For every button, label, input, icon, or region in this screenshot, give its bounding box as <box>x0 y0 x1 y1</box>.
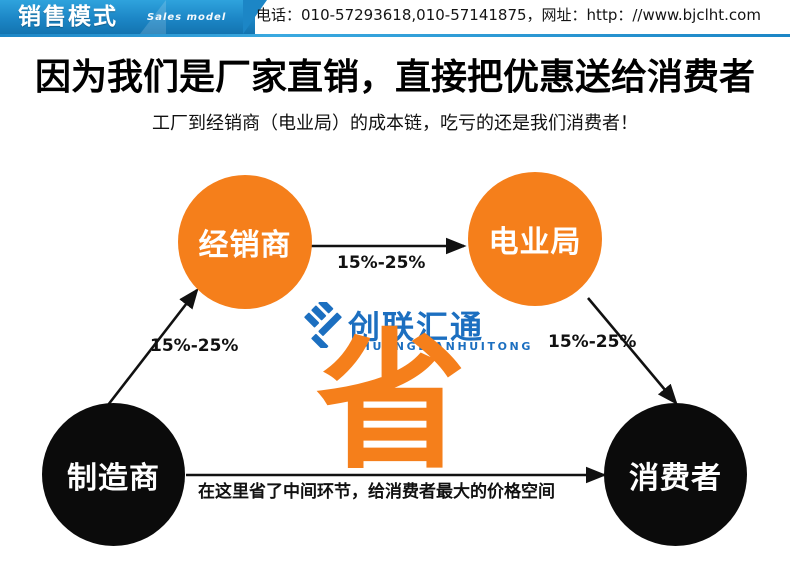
header-contact-info: 电话：010-57293618,010-57141875，网址：http：//w… <box>256 6 761 24</box>
edge-label-maker-to-consumer: 在这里省了中间环节，给消费者最大的价格空间 <box>198 482 555 502</box>
header-subtitle: Sales model <box>147 12 227 23</box>
edge-label-maker-to-dealer: 15%-25% <box>150 336 239 356</box>
header-banner-highlight <box>140 0 166 34</box>
node-dealer-label: 经销商 <box>198 228 292 263</box>
page-headline: 因为我们是厂家直销，直接把优惠送给消费者 <box>34 57 755 98</box>
cost-chain-diagram: 创联汇通 CHUANGLIANHUITONG 省 经销商 电业局 制造商 消费者… <box>0 150 790 564</box>
page-subheadline: 工厂到经销商（电业局）的成本链，吃亏的还是我们消费者！ <box>152 113 638 134</box>
arrow-maker-to-dealer <box>106 287 199 406</box>
header-banner-arrow <box>243 0 267 34</box>
node-consumer[interactable]: 消费者 <box>604 403 747 546</box>
edge-label-dealer-to-bureau: 15%-25% <box>337 253 426 273</box>
node-consumer-label: 消费者 <box>629 460 722 496</box>
node-power-bureau[interactable]: 电业局 <box>468 172 602 306</box>
page-header: 销售模式 Sales model 电话：010-57293618,010-571… <box>0 0 790 38</box>
header-underline <box>0 34 790 37</box>
edge-label-bureau-to-consumer: 15%-25% <box>548 332 637 352</box>
arrow-bureau-to-consumer <box>587 297 678 405</box>
header-blue-banner <box>0 0 255 34</box>
node-dealer[interactable]: 经销商 <box>178 175 312 309</box>
header-title: 销售模式 <box>18 4 118 30</box>
node-manufacturer[interactable]: 制造商 <box>42 403 185 546</box>
diagram-arrows <box>106 237 678 484</box>
node-power-bureau-label: 电业局 <box>488 225 582 260</box>
node-manufacturer-label: 制造商 <box>67 460 160 496</box>
